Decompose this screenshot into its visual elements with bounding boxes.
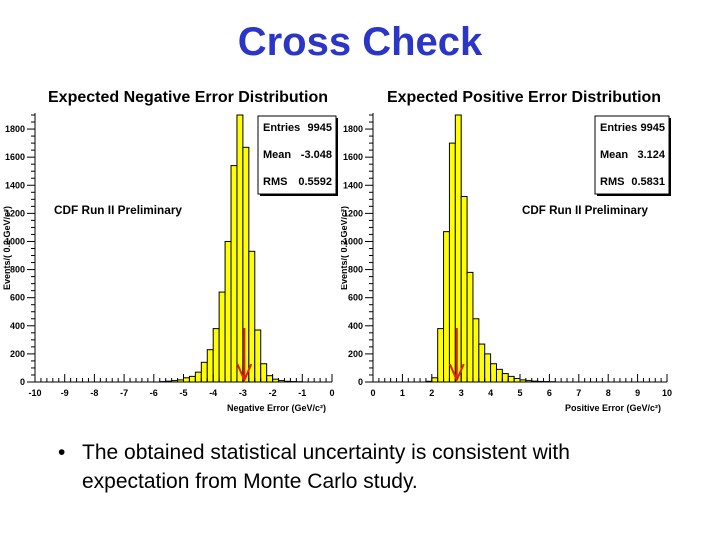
stats-mean-value: -3.048 bbox=[301, 149, 332, 161]
y-tick-label: 1800 bbox=[5, 124, 25, 134]
stats-entries-label: Entries bbox=[600, 122, 637, 134]
histogram-bar-14 bbox=[507, 375, 515, 383]
x-tick-label: 0 bbox=[329, 388, 334, 398]
y-tick-label: 1200 bbox=[5, 208, 25, 218]
stats-mean-value: 3.124 bbox=[637, 149, 665, 161]
histogram-bar-11 bbox=[490, 363, 497, 383]
y-tick-label: 1800 bbox=[343, 124, 363, 134]
histogram-bar-8 bbox=[472, 318, 480, 383]
y-tick-label: 1400 bbox=[5, 180, 25, 190]
arrow-head bbox=[448, 363, 465, 383]
x-tick-label: -10 bbox=[28, 388, 41, 398]
y-tick-label: 200 bbox=[348, 349, 363, 359]
histogram-bar-4 bbox=[448, 142, 456, 383]
y-axis-label: Events/( 0.2 GeV/c²) bbox=[2, 206, 12, 290]
histogram-bar-3 bbox=[443, 231, 450, 383]
y-tick-label: 0 bbox=[358, 377, 363, 387]
histogram-bar-2 bbox=[437, 328, 445, 383]
histogram-bar-7 bbox=[200, 361, 208, 383]
stats-mean-label: Mean bbox=[263, 149, 291, 161]
x-tick-label: -5 bbox=[179, 388, 187, 398]
histogram-bar-12 bbox=[230, 165, 238, 383]
stats-rms-value: 0.5592 bbox=[298, 176, 332, 188]
stats-box bbox=[257, 115, 337, 195]
x-tick-label: 2 bbox=[429, 388, 434, 398]
x-tick-label: -4 bbox=[209, 388, 217, 398]
slide-title: Cross Check bbox=[237, 20, 483, 64]
y-tick-label: 400 bbox=[348, 321, 363, 331]
histogram-bar-15 bbox=[513, 377, 521, 383]
histogram-bar-7 bbox=[466, 271, 474, 383]
stats-rms-label: RMS bbox=[263, 176, 287, 188]
y-tick-label: 400 bbox=[10, 321, 25, 331]
x-tick-label: 8 bbox=[606, 388, 611, 398]
histogram-bar-4 bbox=[183, 377, 190, 383]
x-tick-label: 4 bbox=[488, 388, 493, 398]
y-tick-label: 600 bbox=[348, 293, 363, 303]
histogram-bar-11 bbox=[224, 240, 232, 383]
x-tick-label: -6 bbox=[150, 388, 158, 398]
stats-entries-value: 9945 bbox=[641, 122, 665, 134]
x-tick-label: -8 bbox=[90, 388, 98, 398]
x-tick-label: 5 bbox=[517, 388, 522, 398]
x-tick-label: -7 bbox=[120, 388, 128, 398]
positive-error-histogram: 0 200 400 600 800 1000 1200 1400 1600 1800 0 1 2 3 4 5 6… bbox=[341, 80, 679, 420]
histogram-bar-10 bbox=[218, 291, 226, 383]
x-tick-label: -3 bbox=[239, 388, 247, 398]
annotation-cdf-run-ii: CDF Run II Preliminary bbox=[54, 203, 182, 217]
histogram-bar-13 bbox=[501, 373, 509, 383]
y-tick-label: 1600 bbox=[5, 152, 25, 162]
stats-entries-value: 9945 bbox=[308, 122, 332, 134]
x-tick-label: -1 bbox=[298, 388, 306, 398]
histogram-bar-5 bbox=[188, 375, 196, 383]
x-tick-label: -2 bbox=[269, 388, 277, 398]
chart-title: Expected Negative Error Distribution bbox=[48, 89, 328, 106]
histogram-bar-13 bbox=[236, 114, 244, 383]
stats-rms-value: 0.5831 bbox=[631, 176, 665, 188]
stats-box bbox=[594, 115, 670, 195]
histogram-bar-1 bbox=[431, 377, 439, 383]
histogram-bar-16 bbox=[254, 329, 262, 383]
y-tick-label: 800 bbox=[348, 265, 363, 275]
y-tick-label: 1000 bbox=[343, 236, 363, 246]
y-tick-label: 1200 bbox=[343, 208, 363, 218]
y-tick-label: 600 bbox=[10, 293, 25, 303]
y-tick-label: 1600 bbox=[343, 152, 363, 162]
histogram-bar-15 bbox=[248, 250, 256, 383]
histogram-bar-9 bbox=[212, 328, 220, 383]
arrow-head bbox=[236, 363, 253, 383]
x-tick-label: 6 bbox=[547, 388, 552, 398]
annotation-cdf-run-ii: CDF Run II Preliminary bbox=[522, 203, 648, 217]
x-tick-label: 3 bbox=[459, 388, 464, 398]
x-tick-label: 1 bbox=[400, 388, 405, 398]
x-tick-label: 0 bbox=[370, 388, 375, 398]
histogram-bar-18 bbox=[266, 375, 274, 383]
y-tick-label: 0 bbox=[20, 377, 25, 387]
histogram-bar-9 bbox=[478, 343, 486, 383]
x-axis-label: Negative Error (GeV/c²) bbox=[227, 403, 326, 413]
y-tick-label: 1000 bbox=[5, 236, 25, 246]
stats-mean-label: Mean bbox=[600, 149, 628, 161]
x-tick-label: 7 bbox=[576, 388, 581, 398]
histogram-bar-6 bbox=[460, 196, 468, 383]
x-tick-label: 9 bbox=[635, 388, 640, 398]
chart-title: Expected Positive Error Distribution bbox=[387, 89, 661, 106]
stats-rms-label: RMS bbox=[600, 176, 624, 188]
y-tick-label: 1400 bbox=[343, 180, 363, 190]
stats-entries-label: Entries bbox=[263, 122, 300, 134]
bullet-marker: • bbox=[58, 441, 66, 464]
histogram-bar-12 bbox=[495, 368, 503, 383]
histogram-bar-6 bbox=[194, 371, 202, 383]
x-tick-label: 10 bbox=[662, 388, 672, 398]
x-axis-label: Positive Error (GeV/c²) bbox=[565, 403, 661, 413]
x-tick-label: -9 bbox=[61, 388, 69, 398]
histogram-bar-10 bbox=[484, 353, 492, 383]
histogram-bar-8 bbox=[206, 349, 214, 383]
bullet-text: The obtained statistical uncertainty is … bbox=[82, 441, 570, 493]
y-tick-label: 200 bbox=[10, 349, 25, 359]
y-tick-label: 800 bbox=[10, 265, 25, 275]
y-axis-label: Events/( 0.2 GeV/c²) bbox=[341, 206, 349, 290]
histogram-bar-17 bbox=[260, 363, 268, 383]
